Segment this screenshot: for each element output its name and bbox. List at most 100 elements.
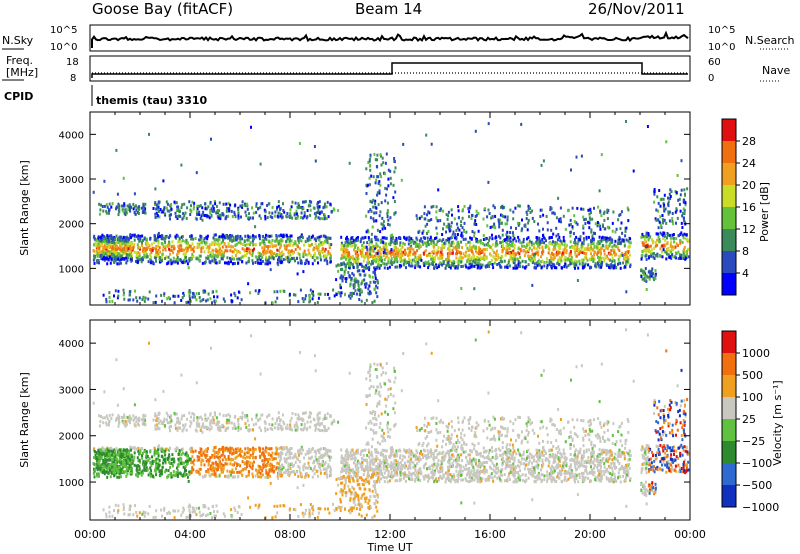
data-cell [442, 209, 445, 213]
data-cell [115, 257, 118, 261]
data-cell [172, 251, 174, 255]
data-cell [393, 255, 396, 259]
data-cell [569, 259, 572, 263]
data-cell [239, 235, 242, 239]
data-cell [624, 234, 627, 238]
data-cell [169, 213, 172, 217]
data-cell [448, 252, 451, 256]
data-cell [93, 475, 96, 479]
data-cell [593, 245, 596, 249]
data-cell [535, 236, 538, 239]
data-cell [182, 252, 185, 256]
data-cell [170, 458, 173, 462]
data-cell [649, 274, 652, 278]
data-cell [243, 240, 246, 244]
data-cell [209, 211, 212, 215]
data-cell [611, 221, 614, 225]
data-cell [106, 254, 109, 258]
data-cell [501, 255, 504, 259]
data-cell [584, 222, 587, 225]
data-cell [616, 246, 619, 250]
data-cell [408, 251, 411, 255]
data-cell [682, 236, 685, 240]
data-cell [219, 242, 222, 246]
data-cell [523, 244, 526, 248]
data-cell [684, 256, 687, 260]
data-cell [157, 452, 160, 455]
data-cell [271, 301, 274, 305]
data-cell [550, 266, 553, 270]
data-cell [293, 213, 296, 217]
data-cell [370, 210, 373, 213]
data-cell [247, 238, 250, 242]
data-cell [155, 259, 158, 263]
data-cell [600, 252, 602, 256]
data-cell [366, 183, 369, 187]
data-cell [268, 250, 271, 254]
data-cell [356, 250, 359, 254]
data-cell [670, 190, 673, 194]
data-cell [436, 266, 439, 270]
data-cell [477, 264, 479, 268]
data-cell [432, 239, 435, 243]
data-cell [108, 250, 111, 254]
data-cell [326, 475, 329, 479]
data-cell [451, 233, 454, 237]
data-cell [297, 236, 300, 240]
data-cell [328, 457, 331, 460]
data-cell [141, 234, 144, 238]
data-cell [680, 231, 683, 235]
data-cell [289, 216, 291, 219]
data-cell [238, 257, 241, 261]
data-cell [346, 256, 349, 260]
data-cell [316, 205, 319, 209]
power-panel [89, 111, 691, 306]
data-cell [377, 238, 380, 242]
data-cell [149, 248, 152, 252]
data-cell [214, 237, 217, 241]
data-cell [181, 261, 184, 265]
data-cell [564, 256, 567, 260]
data-cell [669, 195, 672, 198]
data-cell [535, 240, 538, 244]
data-cell [329, 260, 332, 264]
data-cell [539, 208, 542, 212]
data-cell [662, 248, 665, 252]
data-cell [577, 239, 580, 243]
data-cell [326, 239, 329, 243]
data-cell [251, 206, 253, 210]
data-cell [115, 205, 118, 209]
data-cell [137, 255, 140, 259]
data-cell [155, 207, 158, 211]
data-cell [267, 239, 270, 243]
data-cell [163, 244, 166, 248]
data-cell [496, 263, 499, 266]
data-cell [460, 224, 462, 227]
data-cell [335, 278, 338, 282]
data-cell [312, 293, 315, 297]
data-cell [435, 226, 438, 230]
data-cell [369, 208, 372, 212]
data-cell [346, 251, 349, 255]
data-cell [354, 239, 356, 243]
data-cell [603, 249, 606, 253]
data-cell [492, 255, 495, 259]
data-cell [290, 257, 293, 260]
data-cell [482, 248, 485, 252]
data-cell [207, 205, 210, 209]
data-cell [377, 181, 380, 185]
data-cell [107, 249, 110, 253]
data-cell [114, 248, 117, 251]
data-cell [562, 214, 565, 218]
data-cell [607, 263, 610, 267]
data-cell [297, 449, 300, 453]
data-cell [157, 239, 160, 243]
data-cell [213, 241, 216, 245]
data-cell [484, 248, 487, 252]
data-cell [599, 247, 602, 251]
data-cell [365, 298, 368, 302]
data-cell [675, 242, 678, 246]
data-cell [509, 231, 512, 234]
data-cell [515, 239, 518, 243]
data-cell [558, 235, 561, 239]
